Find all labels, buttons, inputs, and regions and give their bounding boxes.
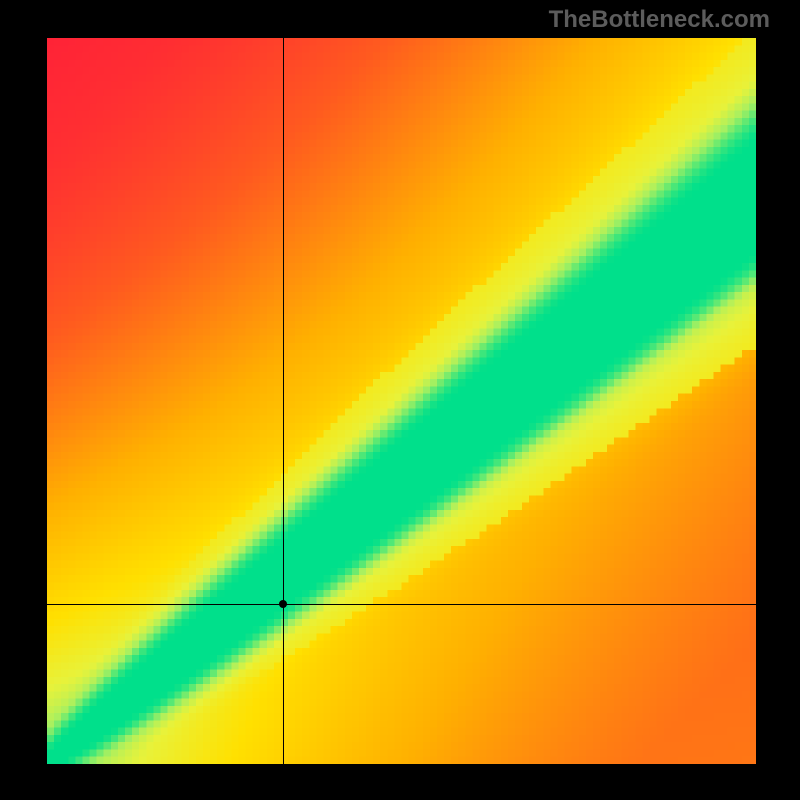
watermark-text: TheBottleneck.com <box>549 6 770 34</box>
bottleneck-heatmap <box>47 38 756 764</box>
chart-container: TheBottleneck.com <box>0 0 800 800</box>
crosshair-vertical <box>283 38 284 764</box>
crosshair-horizontal <box>47 604 756 605</box>
marker-point <box>279 600 287 608</box>
